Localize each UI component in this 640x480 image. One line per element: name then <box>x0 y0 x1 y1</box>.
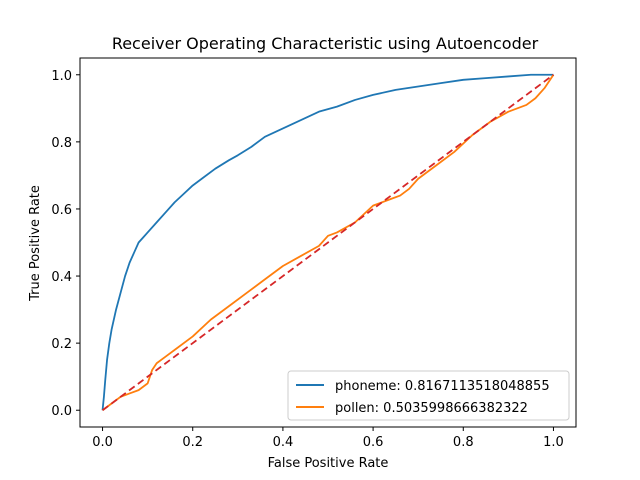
y-tick-label: 0.8 <box>51 136 72 151</box>
y-tick-label: 0.2 <box>51 337 72 352</box>
x-tick-label: 0.6 <box>363 435 384 450</box>
x-tick-label: 1.0 <box>543 435 564 450</box>
series-layer <box>101 73 555 411</box>
legend-label-phoneme: phoneme: 0.8167113518048855 <box>335 379 550 394</box>
y-axis: 0.0 0.2 0.4 0.6 0.8 1.0 <box>51 69 80 419</box>
chart-title: Receiver Operating Characteristic using … <box>112 34 539 53</box>
x-tick-label: 0.0 <box>92 435 113 450</box>
x-tick-label: 0.8 <box>453 435 474 450</box>
y-tick-label: 0.0 <box>51 404 72 419</box>
chance-diagonal-line <box>102 74 554 411</box>
x-tick-label: 0.4 <box>273 435 294 450</box>
roc-line-phoneme <box>101 73 554 411</box>
y-tick-label: 0.4 <box>51 270 72 285</box>
axes-frame <box>79 57 577 428</box>
x-axis-label: False Positive Rate <box>268 456 389 471</box>
y-tick-label: 1.0 <box>51 69 72 84</box>
plot-area <box>79 57 577 428</box>
y-tick-label: 0.6 <box>51 203 72 218</box>
y-axis-label: True Positive Rate <box>28 185 43 302</box>
x-axis: 0.0 0.2 0.4 0.6 0.8 1.0 <box>92 427 564 450</box>
legend-box <box>287 370 570 421</box>
x-tick-label: 0.2 <box>182 435 203 450</box>
legend-label-pollen: pollen: 0.5035998666382322 <box>335 401 528 416</box>
legend: phoneme: 0.8167113518048855 pollen: 0.50… <box>287 370 570 421</box>
